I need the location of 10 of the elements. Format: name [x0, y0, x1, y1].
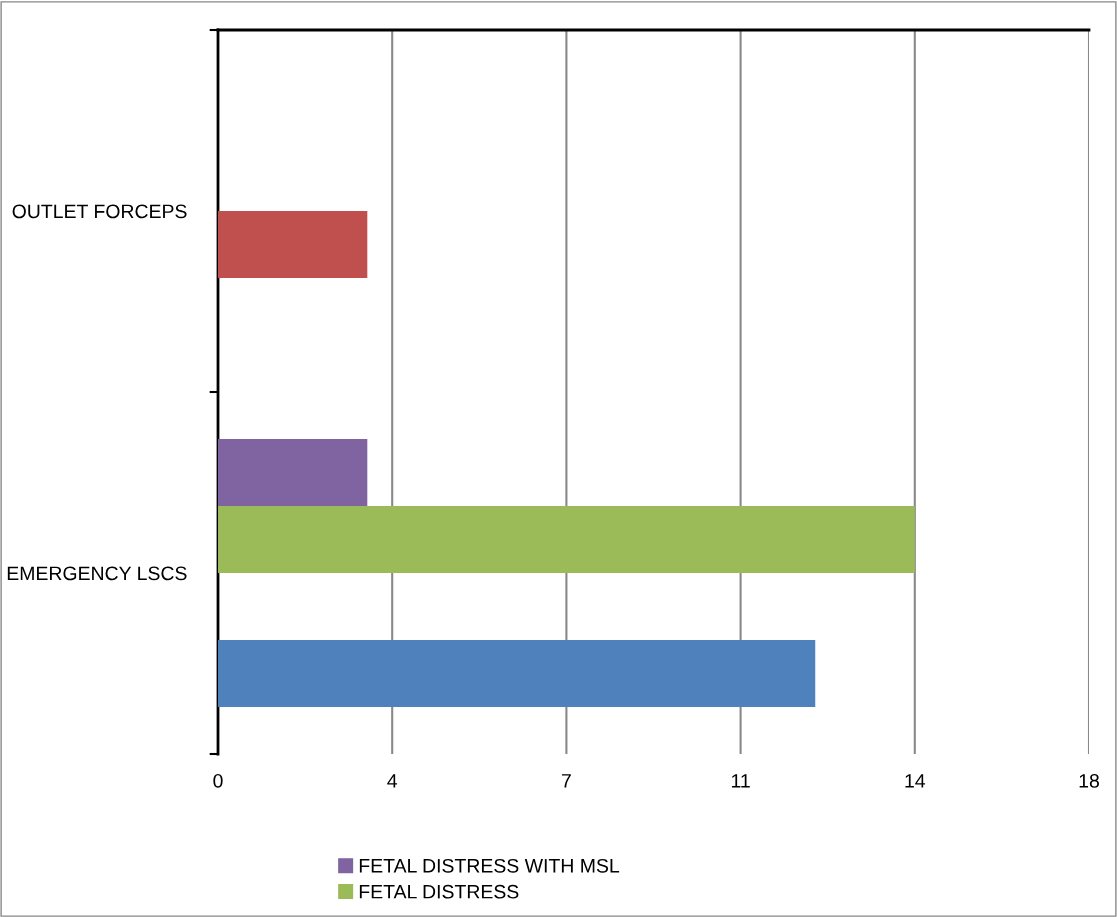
legend-label: FETAL DISTRESS WITH MSL — [359, 858, 620, 873]
x-tick-label: 4 — [387, 774, 398, 788]
y-tick-label: EMERGENCY LSCS — [7, 566, 187, 581]
y-tick-label: OUTLET FORCEPS — [12, 204, 187, 219]
legend-label: FETAL DISTRESS — [359, 884, 519, 899]
x-tick-label: 11 — [731, 774, 750, 788]
x-tick-label: 7 — [561, 774, 571, 788]
x-tick-label: 0 — [213, 773, 223, 788]
x-tick-label: 18 — [1079, 773, 1099, 788]
x-tick-label: 14 — [905, 774, 926, 788]
